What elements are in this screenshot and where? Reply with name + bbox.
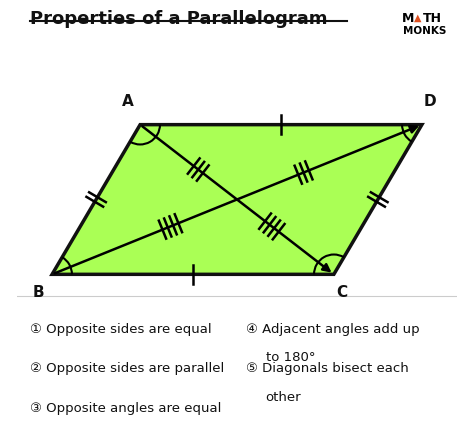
Text: M: M [402,12,414,25]
Text: other: other [265,391,301,404]
Text: A: A [122,94,134,109]
Text: ▲: ▲ [414,12,421,23]
Text: ③ Opposite angles are equal: ③ Opposite angles are equal [30,402,221,415]
Text: D: D [424,94,437,109]
Text: TH: TH [423,12,442,25]
Text: ② Opposite sides are parallel: ② Opposite sides are parallel [30,362,224,375]
Text: Properties of a Parallelogram: Properties of a Parallelogram [30,10,328,28]
Polygon shape [52,124,422,274]
Text: to 180°: to 180° [265,351,315,364]
Text: B: B [33,285,44,300]
Text: ④ Adjacent angles add up: ④ Adjacent angles add up [246,323,419,336]
Text: ⑤ Diagonals bisect each: ⑤ Diagonals bisect each [246,362,409,375]
Text: C: C [336,285,347,300]
Text: MONKS: MONKS [403,26,447,35]
Text: ① Opposite sides are equal: ① Opposite sides are equal [30,323,212,336]
